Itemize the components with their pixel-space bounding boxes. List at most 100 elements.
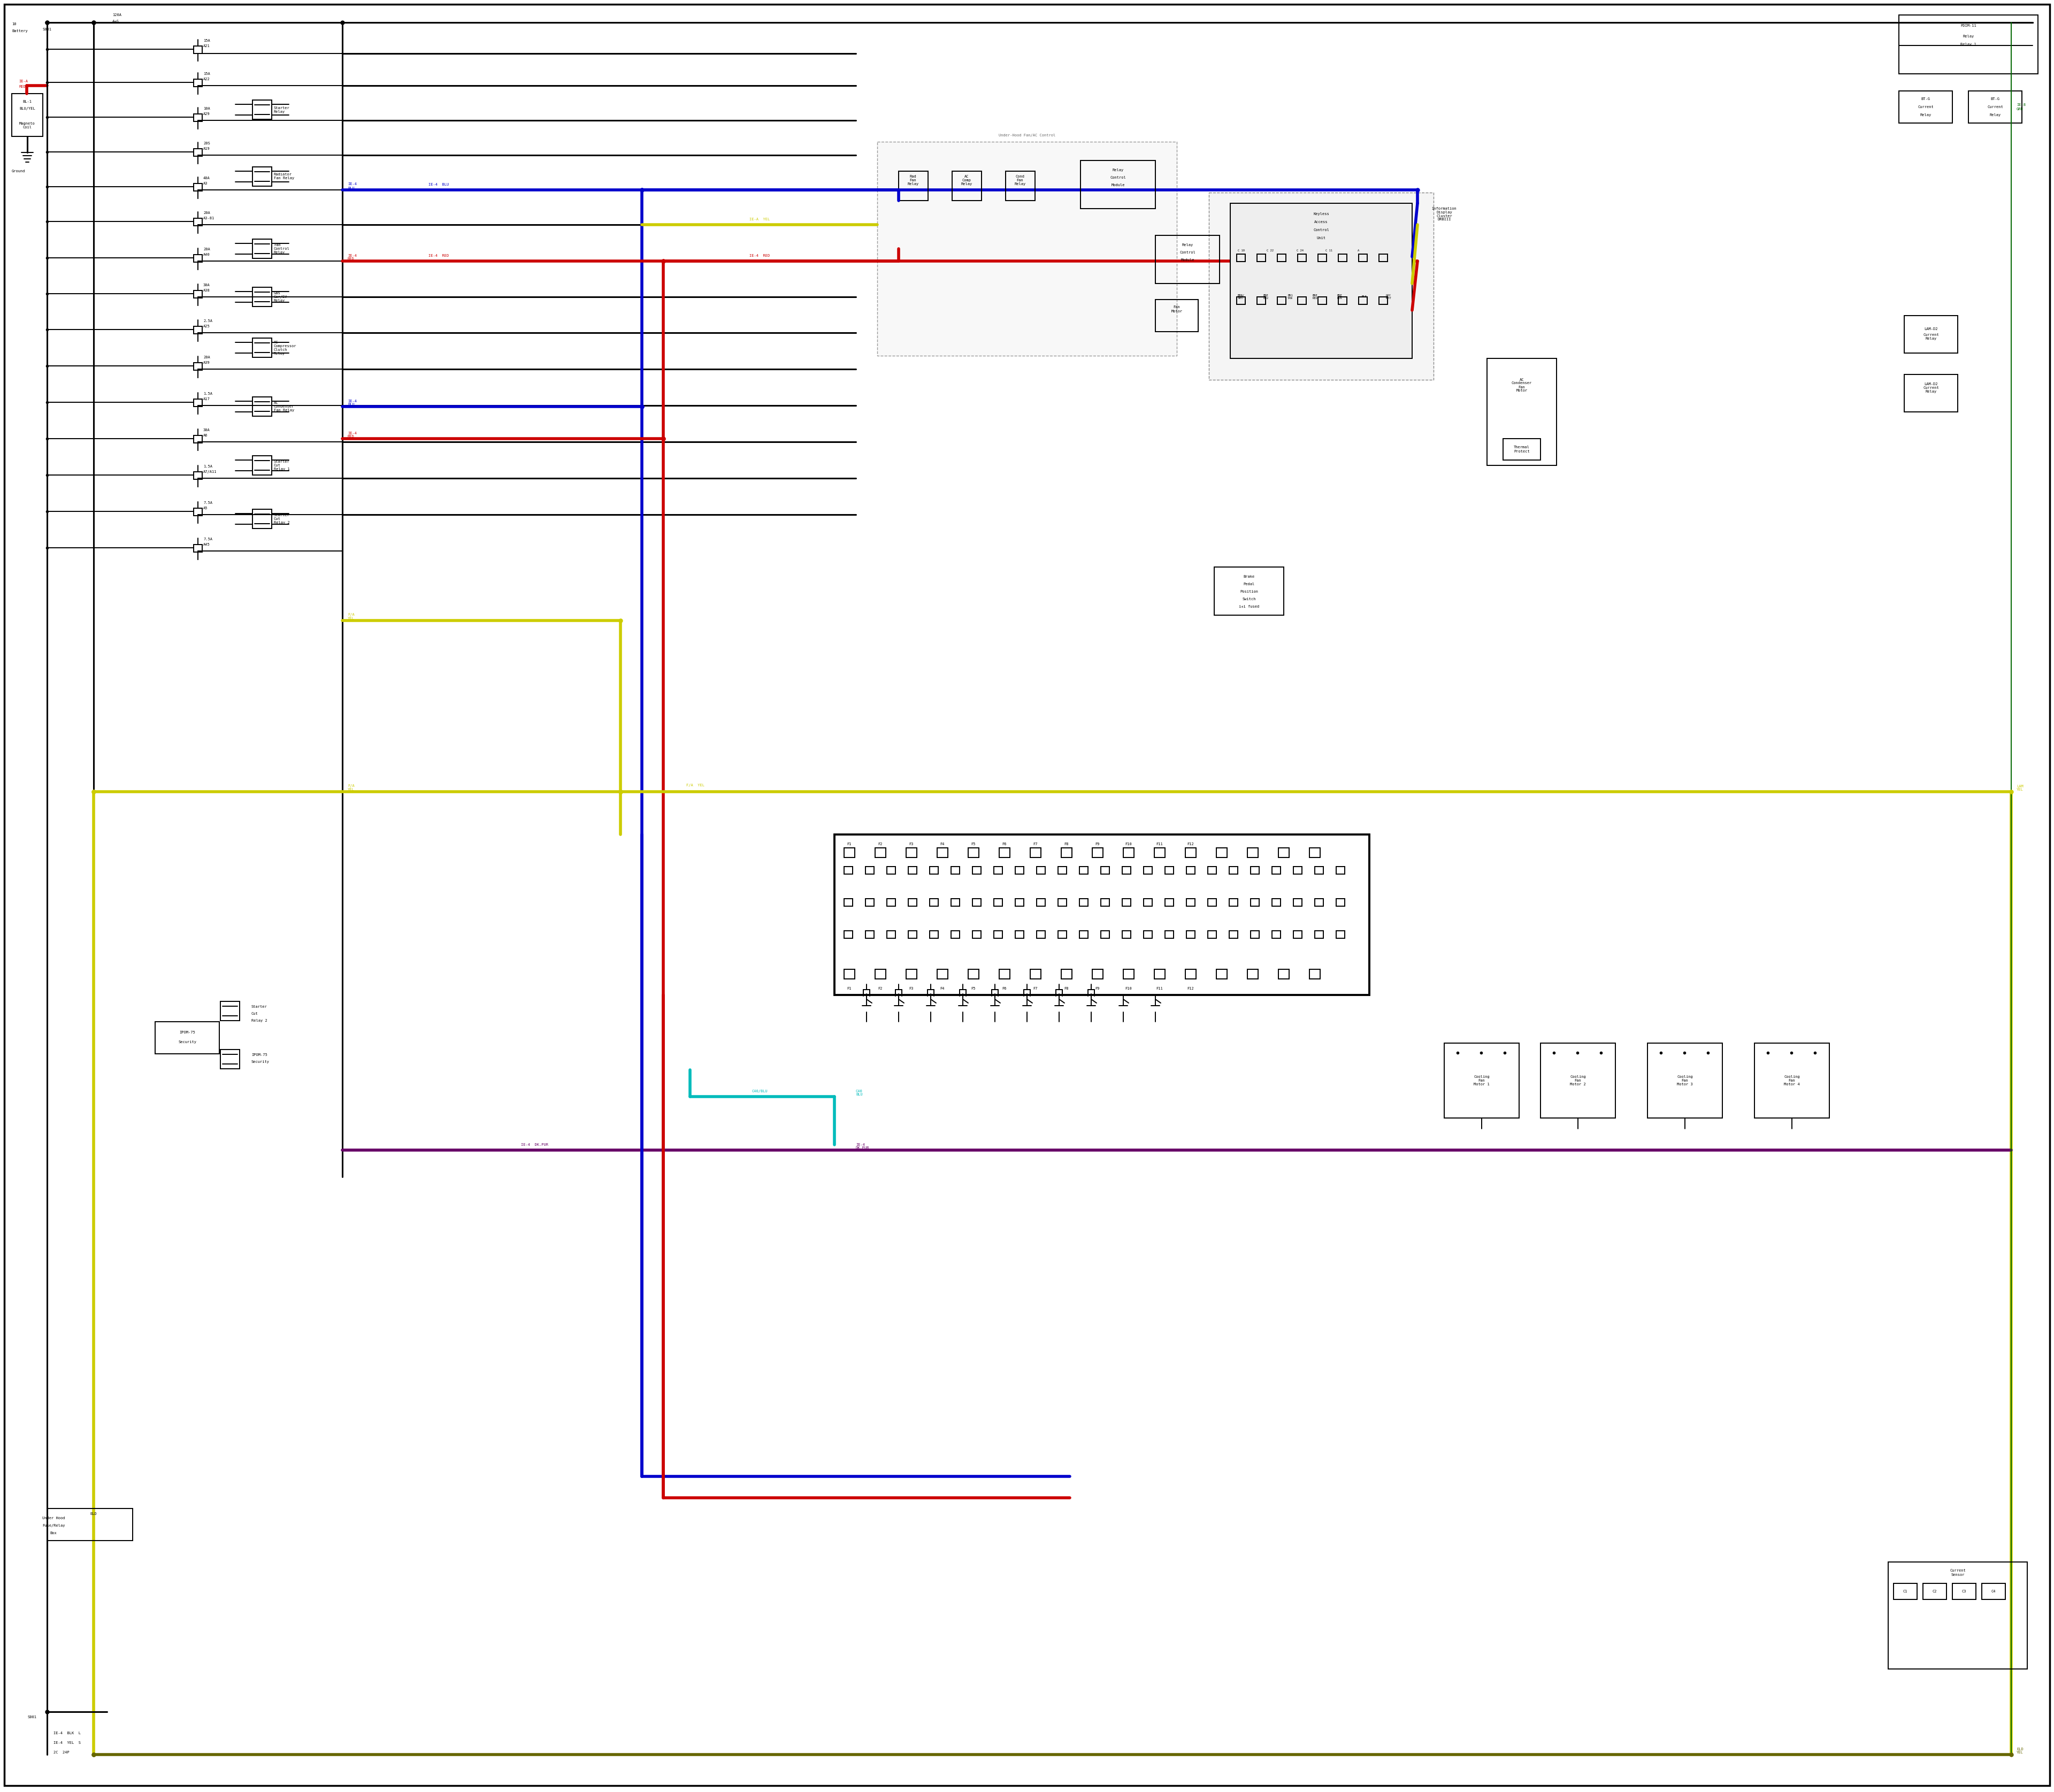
Text: F9: F9 — [1095, 987, 1099, 991]
Text: Module: Module — [1181, 258, 1193, 262]
Text: BRN/
WHT: BRN/ WHT — [1237, 294, 1245, 299]
Bar — [1257, 297, 1265, 305]
Text: F10: F10 — [1126, 987, 1132, 991]
Text: BRE
RED: BRE RED — [1313, 294, 1317, 299]
Bar — [220, 1002, 240, 1021]
Text: IE-A: IE-A — [18, 79, 29, 82]
Bar — [253, 167, 271, 186]
Bar — [193, 362, 201, 371]
Bar — [1278, 254, 1286, 262]
Text: C 22: C 22 — [1267, 249, 1273, 251]
Text: C1: C1 — [1902, 1590, 1908, 1593]
Bar — [953, 172, 982, 201]
Text: F11: F11 — [1156, 987, 1163, 991]
Text: Control: Control — [1313, 228, 1329, 231]
Bar — [1154, 299, 1197, 332]
Bar — [193, 326, 201, 333]
Bar — [1165, 898, 1173, 907]
Bar — [1006, 172, 1035, 201]
Bar — [1228, 867, 1239, 874]
Bar — [1216, 969, 1226, 978]
Bar — [1121, 867, 1132, 874]
Text: Relay: Relay — [1113, 168, 1124, 172]
Bar — [865, 898, 875, 907]
Bar — [1968, 91, 2021, 124]
Bar — [253, 238, 271, 258]
Bar — [906, 848, 916, 858]
Bar — [1101, 867, 1109, 874]
Bar — [1058, 898, 1066, 907]
Text: BL-1: BL-1 — [23, 100, 31, 104]
Bar — [877, 142, 1177, 357]
Text: F1: F1 — [846, 987, 852, 991]
Text: F4: F4 — [941, 842, 945, 846]
Bar — [1358, 254, 1368, 262]
Text: Battery: Battery — [12, 29, 27, 32]
Text: Current: Current — [1986, 106, 2003, 109]
Bar — [1319, 297, 1327, 305]
Bar — [1310, 848, 1321, 858]
Bar — [193, 290, 201, 297]
Text: IPOM-75: IPOM-75 — [251, 1054, 267, 1057]
Text: F6: F6 — [1002, 842, 1006, 846]
Bar — [844, 898, 852, 907]
Bar — [1214, 566, 1284, 615]
Bar — [967, 848, 980, 858]
Text: IE-4
RED: IE-4 RED — [347, 432, 357, 439]
Text: C 11: C 11 — [1325, 249, 1333, 251]
Text: ELD
YEL: ELD YEL — [2017, 1747, 2023, 1754]
Text: Current: Current — [1918, 106, 1933, 109]
Bar — [1310, 969, 1321, 978]
Bar — [1121, 898, 1132, 907]
Bar — [1339, 254, 1347, 262]
Text: F3: F3 — [910, 987, 914, 991]
Bar — [930, 898, 939, 907]
Bar — [1058, 930, 1066, 939]
Bar — [1210, 192, 1434, 380]
Text: A29: A29 — [203, 113, 210, 115]
Bar — [1298, 254, 1306, 262]
Text: Rad
Fan
Relay: Rad Fan Relay — [908, 176, 918, 186]
Bar — [887, 867, 896, 874]
Bar — [193, 400, 201, 407]
Text: IPOM-75: IPOM-75 — [179, 1030, 195, 1034]
Text: 2.5A: 2.5A — [203, 319, 212, 323]
Bar — [1358, 297, 1368, 305]
Bar — [1080, 161, 1154, 208]
Bar — [1251, 930, 1259, 939]
Bar — [1230, 202, 1413, 358]
Bar — [1154, 848, 1165, 858]
Text: LAM
YEL: LAM YEL — [2017, 785, 2023, 792]
Bar — [994, 867, 1002, 874]
Bar — [1337, 930, 1345, 939]
Bar — [1257, 254, 1265, 262]
Text: C2: C2 — [1933, 1590, 1937, 1593]
Bar — [1319, 254, 1327, 262]
Bar — [1015, 867, 1023, 874]
Bar — [1337, 867, 1345, 874]
Bar — [193, 149, 201, 156]
Bar — [1185, 848, 1195, 858]
Bar — [834, 835, 1370, 995]
Bar — [1124, 969, 1134, 978]
Text: A39: A39 — [203, 360, 210, 364]
Text: 15A: 15A — [203, 72, 210, 75]
Bar — [1165, 930, 1173, 939]
Text: Control: Control — [1179, 251, 1195, 254]
Bar — [1540, 1043, 1614, 1118]
Text: 10: 10 — [12, 23, 16, 25]
Bar — [1144, 930, 1152, 939]
Bar — [1982, 1584, 2005, 1600]
Bar — [1315, 867, 1323, 874]
Bar — [1144, 867, 1152, 874]
Text: IE-4  BLK  L: IE-4 BLK L — [53, 1731, 80, 1735]
Bar — [1278, 848, 1290, 858]
Text: Relay: Relay — [1920, 113, 1931, 116]
Text: F8: F8 — [1064, 842, 1068, 846]
Text: S001: S001 — [27, 1715, 37, 1719]
Text: Cooling
Fan
Motor 2: Cooling Fan Motor 2 — [1569, 1075, 1586, 1086]
Bar — [1093, 969, 1103, 978]
Bar — [1294, 898, 1302, 907]
Text: Control: Control — [1109, 176, 1126, 179]
Bar — [253, 100, 271, 120]
